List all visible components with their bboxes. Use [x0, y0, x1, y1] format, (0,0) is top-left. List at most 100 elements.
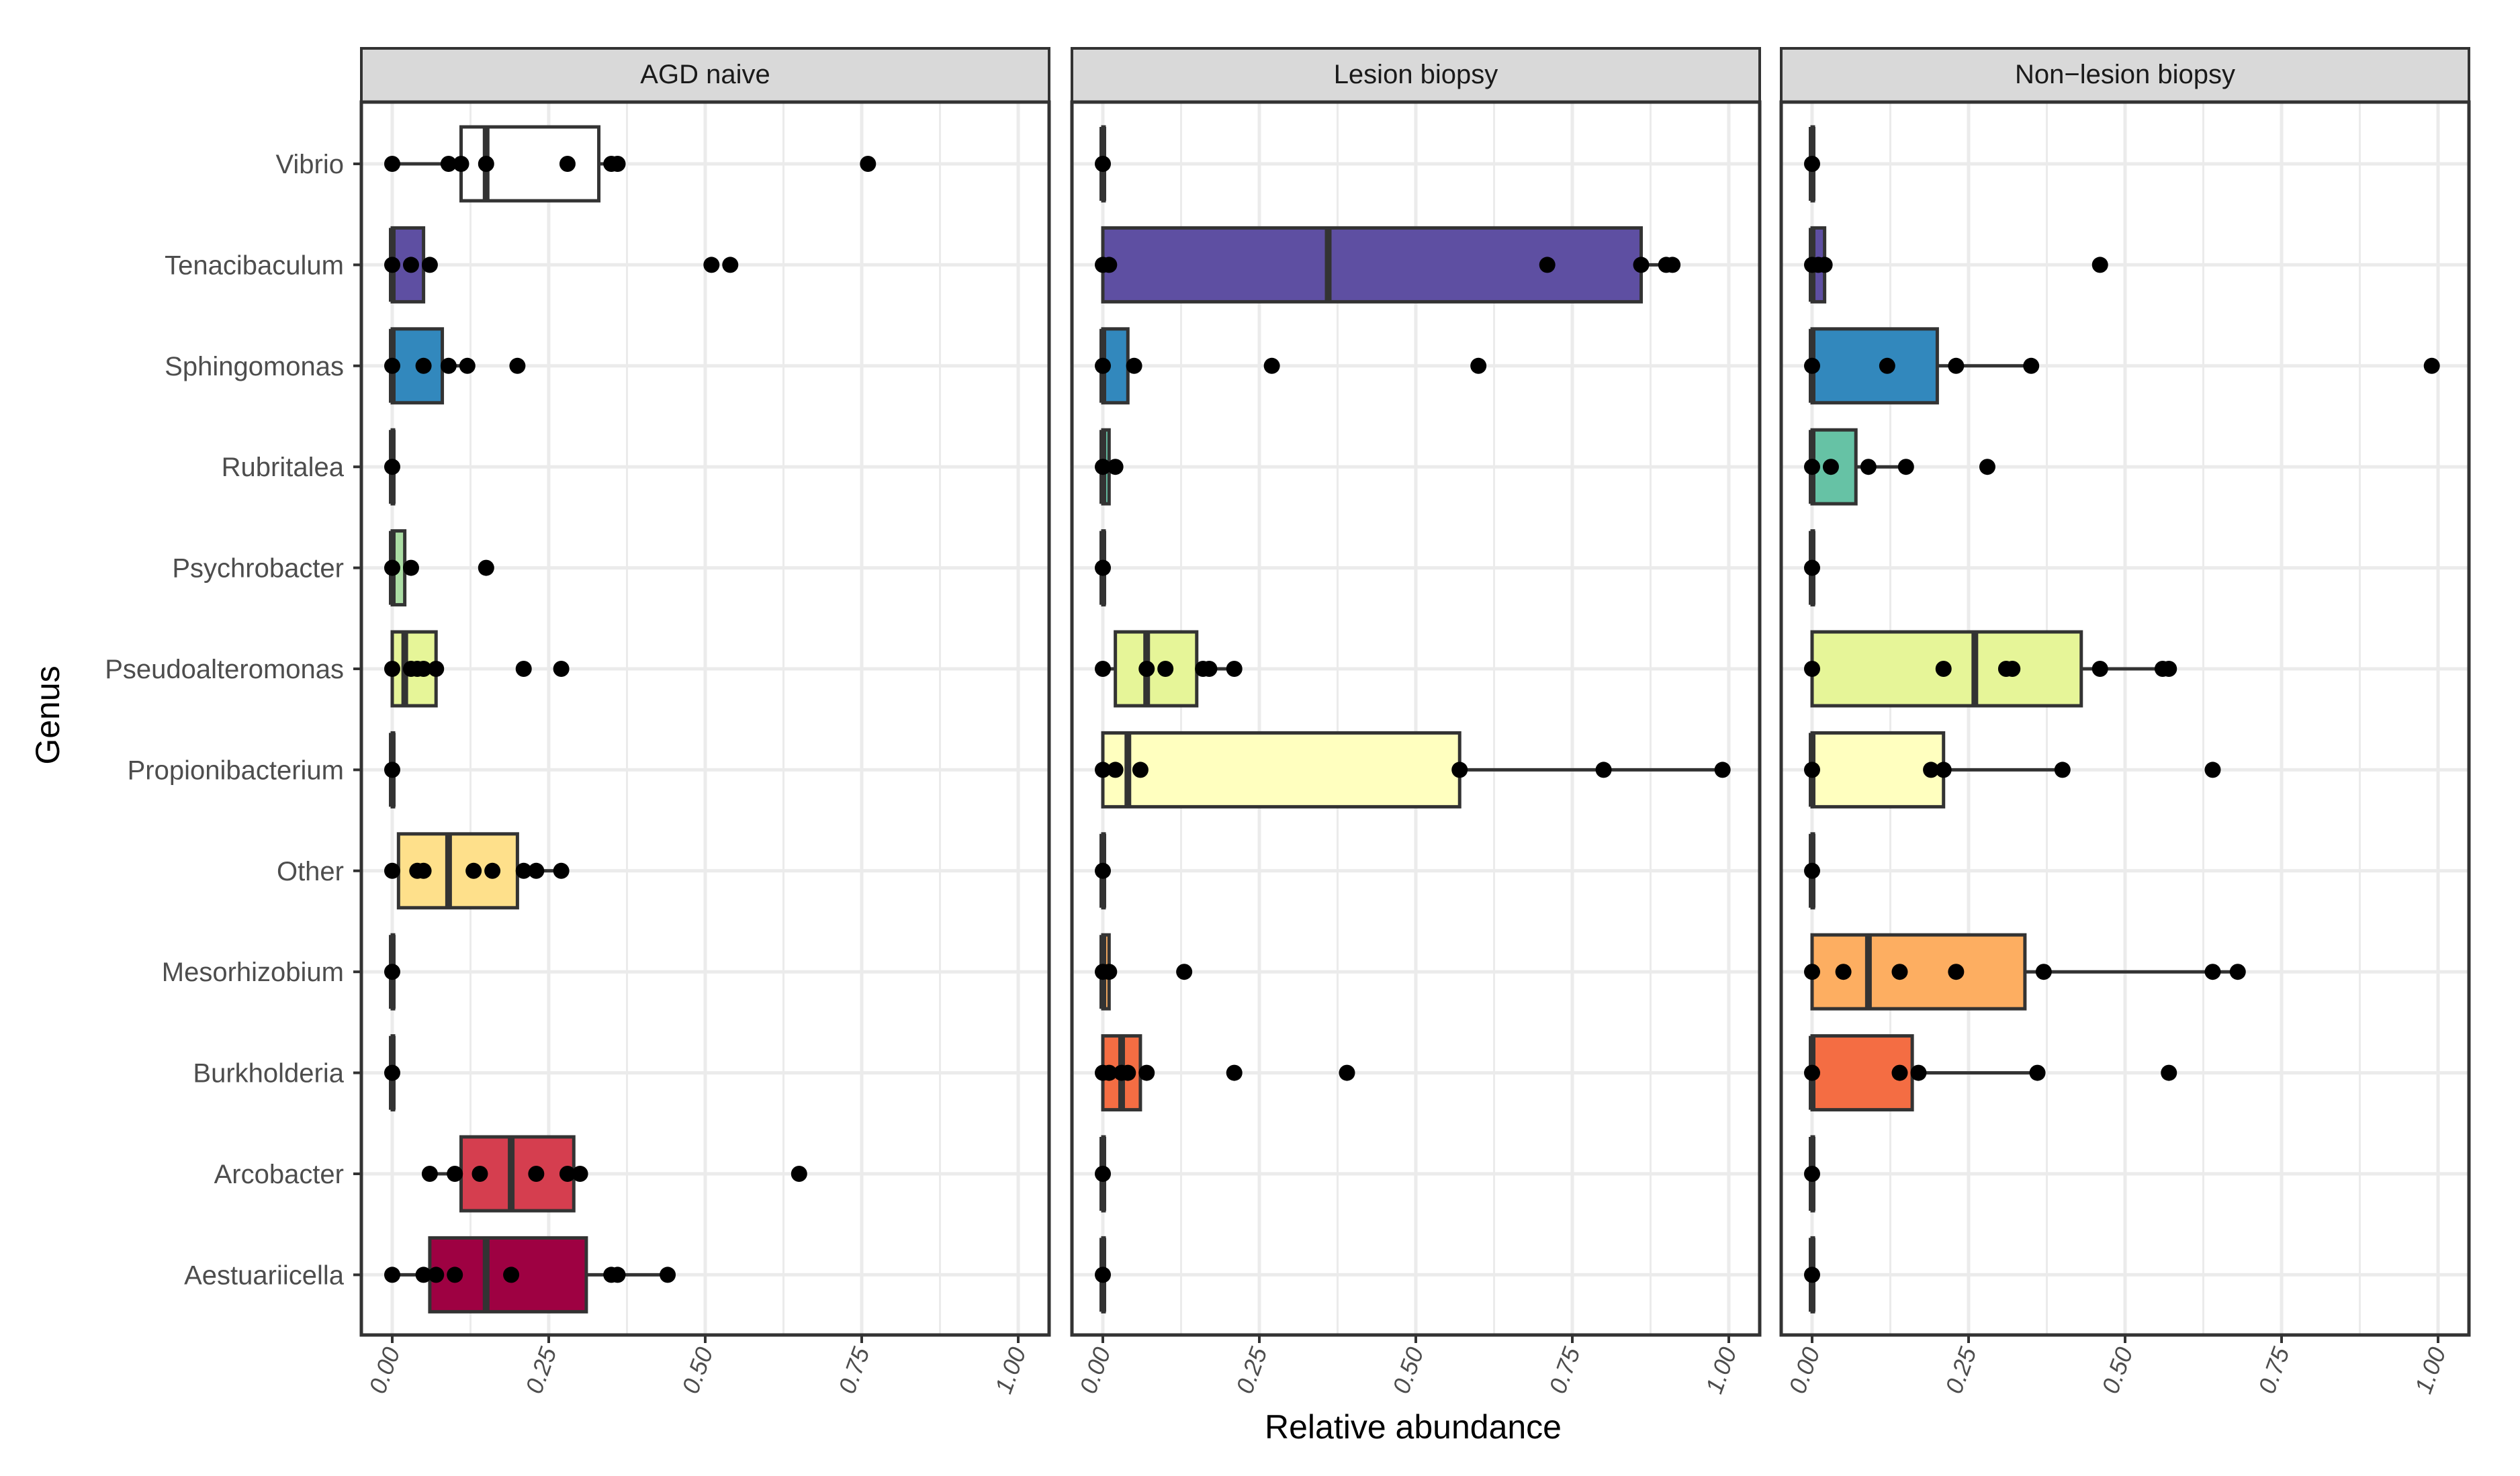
data-point	[1822, 459, 1839, 475]
box-series	[1095, 428, 1124, 506]
genus-tick-labels: Vibrio Tenacibaculum Sphingomonas Rubritale…	[105, 150, 361, 1290]
facet-strip	[1071, 47, 1761, 103]
y-tick-label: Tenacibaculum	[165, 250, 344, 280]
data-point	[2091, 257, 2108, 273]
box-series	[1095, 933, 1193, 1011]
data-point	[703, 257, 720, 273]
data-point	[2023, 357, 2040, 374]
data-point	[1835, 964, 1852, 980]
data-point	[1226, 661, 1243, 677]
data-point	[1804, 156, 1820, 172]
data-point	[553, 862, 570, 879]
box-series	[1804, 125, 1820, 203]
data-point	[1891, 964, 1908, 980]
box-series	[1095, 125, 1111, 203]
data-point	[515, 862, 532, 879]
data-point	[660, 1266, 676, 1283]
data-point	[509, 357, 526, 374]
data-point	[515, 661, 532, 677]
data-point	[384, 1266, 400, 1283]
box-series	[384, 529, 494, 607]
data-point	[384, 156, 400, 172]
data-point	[1910, 1064, 1927, 1081]
data-point	[384, 459, 400, 475]
data-point	[1804, 357, 1820, 374]
data-point	[1132, 762, 1149, 778]
y-axis-title: Genus	[29, 665, 66, 764]
box-series	[384, 731, 400, 809]
box-series	[384, 327, 526, 405]
box-series	[1095, 529, 1111, 607]
box-series	[384, 226, 739, 304]
box	[1114, 630, 1199, 708]
data-point	[1804, 459, 1820, 475]
data-point	[1979, 459, 1995, 475]
box-series	[1095, 226, 1681, 304]
data-point	[1633, 257, 1650, 273]
data-point	[1138, 1064, 1155, 1081]
data-point	[1138, 661, 1155, 677]
box-series	[1804, 529, 1820, 607]
box	[1101, 226, 1644, 304]
data-point	[1935, 762, 1952, 778]
y-tick-label: Arcobacter	[214, 1160, 344, 1189]
data-point	[2204, 762, 2221, 778]
box	[1101, 731, 1461, 809]
box-series	[384, 1236, 676, 1313]
data-point	[553, 661, 570, 677]
facet-strip-title: Non−lesion biopsy	[2015, 60, 2235, 89]
data-point	[1095, 357, 1111, 374]
box-series	[1095, 1034, 1355, 1112]
data-point	[559, 156, 576, 172]
data-point	[421, 1166, 438, 1182]
data-point	[1095, 156, 1111, 172]
data-point	[484, 862, 501, 879]
data-point	[860, 156, 876, 172]
data-point	[1804, 559, 1820, 576]
data-point	[1897, 459, 1914, 475]
data-point	[2029, 1064, 2046, 1081]
data-point	[722, 257, 739, 273]
box-series	[384, 933, 400, 1011]
data-point	[572, 1166, 588, 1182]
data-point	[1664, 257, 1681, 273]
data-point	[402, 257, 419, 273]
data-point	[609, 156, 626, 172]
box-series	[1804, 1135, 1820, 1213]
box-series	[1804, 1236, 1820, 1313]
y-tick-label: Aestuariicella	[184, 1260, 345, 1290]
data-point	[1095, 661, 1111, 677]
data-point	[1263, 357, 1280, 374]
data-point	[384, 559, 400, 576]
data-point	[1201, 661, 1218, 677]
data-point	[1714, 762, 1731, 778]
data-point	[402, 559, 419, 576]
data-point	[471, 1166, 488, 1182]
box-series	[1804, 226, 2108, 304]
data-point	[1126, 357, 1142, 374]
facet-strip-title: AGD naive	[640, 60, 770, 89]
data-point	[609, 1266, 626, 1283]
box-series	[384, 630, 570, 708]
data-point	[478, 559, 494, 576]
data-point	[1816, 257, 1833, 273]
data-point	[1595, 762, 1612, 778]
y-tick-label: Sphingomonas	[165, 352, 344, 381]
data-point	[528, 1166, 545, 1182]
data-point	[1107, 762, 1124, 778]
y-tick-label: Psychrobacter	[172, 554, 344, 584]
data-point	[384, 257, 400, 273]
data-point	[1157, 661, 1174, 677]
data-point	[384, 964, 400, 980]
data-point	[1923, 762, 1940, 778]
box-series	[1804, 428, 1995, 506]
data-point	[2161, 661, 2177, 677]
facet-strip-title: Lesion biopsy	[1334, 60, 1498, 89]
y-tick-label: Vibrio	[275, 150, 344, 179]
data-point	[1891, 1064, 1908, 1081]
box-series	[421, 1135, 807, 1213]
data-point	[2054, 762, 2071, 778]
